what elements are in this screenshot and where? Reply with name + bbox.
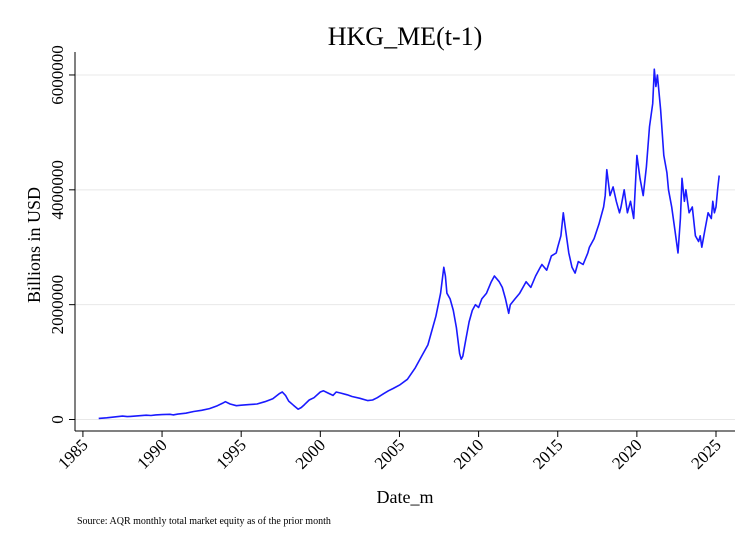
y-tick-label: 2000000 (48, 275, 67, 335)
x-axis-label: Date_m (377, 487, 434, 507)
y-tick-label: 6000000 (48, 45, 67, 105)
y-tick-label: 4000000 (48, 160, 67, 220)
series-layer (98, 68, 720, 420)
y-axis-label: Billions in USD (24, 187, 44, 303)
source-note: Source: AQR monthly total market equity … (77, 516, 331, 527)
y-axis-ticks: 0 2000000 4000000 6000000 (48, 45, 75, 424)
series-line (98, 68, 720, 420)
chart-title: HKG_ME(t-1) (328, 22, 483, 51)
y-tick-label: 0 (48, 415, 67, 424)
